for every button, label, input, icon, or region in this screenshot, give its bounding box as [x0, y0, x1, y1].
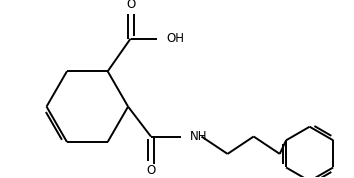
- Text: O: O: [126, 0, 135, 11]
- Text: O: O: [146, 164, 155, 177]
- Text: NH: NH: [190, 130, 207, 143]
- Text: OH: OH: [166, 32, 184, 45]
